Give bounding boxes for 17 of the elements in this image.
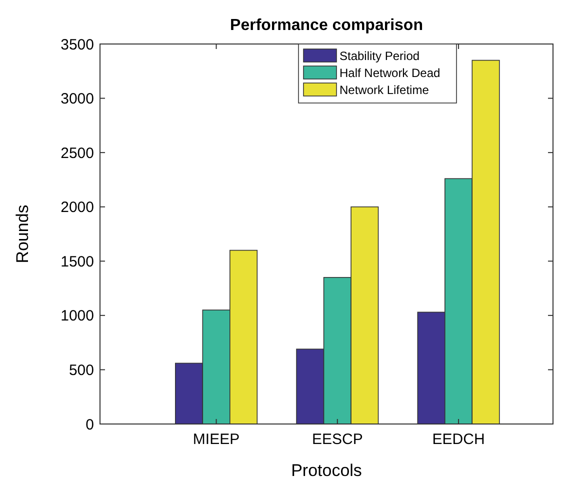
legend-label: Stability Period (340, 49, 420, 64)
y-axis-title: Rounds (13, 204, 32, 264)
y-tick-label: 0 (86, 416, 94, 434)
y-tick-label: 1500 (60, 253, 94, 270)
x-tick-label: EEDCH (432, 431, 485, 448)
x-axis-title: Protocols (291, 461, 362, 480)
legend-label: Half Network Dead (340, 66, 440, 80)
x-tick-label: MIEEP (192, 431, 240, 448)
y-tick-label: 1000 (60, 308, 94, 325)
y-tick-label: 2500 (60, 144, 94, 162)
legend-label: Network Lifetime (340, 83, 430, 98)
y-tick-label: 3500 (60, 36, 94, 54)
y-tick-label: 3000 (60, 90, 94, 108)
x-tick-label: EESCP (312, 431, 363, 448)
chart-title: Performance comparison (230, 17, 423, 34)
y-tick-label: 2000 (60, 199, 94, 216)
y-tick-label: 500 (68, 362, 94, 379)
